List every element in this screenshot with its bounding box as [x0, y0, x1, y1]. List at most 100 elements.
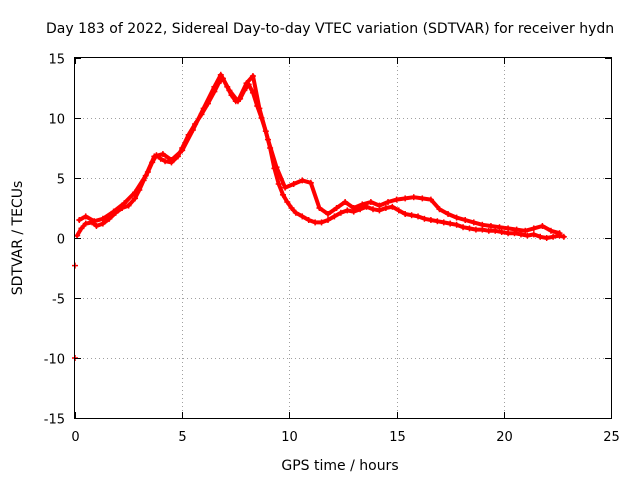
x-tick-label: 15 — [389, 430, 406, 445]
series-secondary-track — [76, 71, 563, 237]
data-point — [264, 136, 271, 143]
data-point — [249, 73, 256, 79]
y-tick-label: 5 — [57, 173, 65, 188]
data-point — [331, 213, 338, 220]
data-point — [370, 206, 377, 213]
data-point — [288, 205, 295, 211]
data-point — [350, 205, 357, 211]
series-line — [75, 76, 566, 240]
y-tick-label: 15 — [48, 53, 65, 68]
data-point — [496, 224, 503, 231]
y-tick-label: 10 — [48, 113, 65, 128]
data-point — [359, 201, 366, 208]
data-point — [498, 229, 505, 235]
data-point — [485, 227, 492, 234]
data-point — [385, 199, 392, 205]
x-tick-label: 25 — [603, 430, 620, 445]
data-point — [376, 202, 383, 209]
data-point — [547, 227, 554, 234]
data-point — [151, 153, 158, 160]
data-point — [159, 151, 166, 157]
data-point — [284, 199, 291, 205]
data-point — [82, 213, 89, 220]
data-point — [342, 199, 349, 205]
y-axis-label: SDTVAR / TECUs — [10, 181, 26, 296]
data-point — [78, 225, 85, 232]
data-point — [226, 87, 233, 94]
data-point — [299, 213, 306, 220]
data-point — [157, 155, 164, 162]
data-point — [466, 225, 473, 232]
data-point — [292, 209, 299, 216]
y-tick-label: 0 — [57, 233, 65, 248]
data-point — [279, 191, 286, 198]
data-point — [290, 181, 297, 187]
data-point — [513, 226, 520, 233]
data-point — [234, 98, 241, 105]
data-point — [305, 217, 312, 223]
data-point — [189, 127, 196, 133]
data-point — [395, 207, 402, 214]
data-point — [434, 218, 441, 225]
data-point — [408, 212, 415, 219]
data-point — [74, 232, 81, 239]
series-main-track — [74, 75, 567, 241]
data-point — [427, 217, 434, 223]
data-point — [217, 71, 224, 78]
data-point — [243, 80, 250, 87]
data-point — [91, 218, 98, 225]
y-tick-label: -10 — [44, 353, 65, 368]
data-point — [550, 233, 557, 240]
x-tick-label: 5 — [178, 430, 186, 445]
x-axis-label: GPS time / hours — [281, 458, 398, 474]
data-point — [76, 217, 83, 223]
data-point — [505, 225, 512, 232]
data-point — [453, 214, 460, 221]
x-tick-label: 20 — [496, 430, 513, 445]
data-point — [344, 207, 351, 214]
data-point — [324, 217, 331, 223]
data-point — [479, 221, 486, 228]
tick-labels: 0 5 10 15 20 25 -15 -10 -5 0 5 10 15 — [44, 53, 620, 446]
data-point — [537, 233, 544, 240]
data-point — [367, 199, 374, 205]
data-point — [318, 219, 325, 226]
data-point — [337, 209, 344, 216]
data-point — [82, 220, 89, 227]
data-point — [560, 233, 567, 240]
data-point — [402, 195, 409, 202]
data-point — [299, 177, 306, 184]
data-point — [142, 172, 149, 179]
data-point — [162, 158, 169, 165]
data-point — [410, 194, 417, 201]
data-point — [273, 164, 280, 171]
x-tick-label: 10 — [281, 430, 298, 445]
data-point — [472, 226, 479, 233]
data-point — [99, 215, 106, 222]
data-series — [72, 71, 567, 361]
data-point — [382, 205, 389, 211]
data-point — [402, 211, 409, 217]
data-point — [415, 213, 422, 220]
data-point — [419, 195, 426, 202]
data-point — [524, 232, 531, 239]
data-point — [445, 211, 452, 217]
data-point — [256, 105, 263, 112]
axis-ticks — [75, 58, 612, 419]
y-tick-label: -15 — [44, 413, 65, 428]
y-tick-label: -5 — [52, 293, 65, 308]
data-point — [333, 205, 340, 211]
x-tick-label: 0 — [71, 430, 79, 445]
data-point — [492, 227, 499, 234]
data-point — [312, 219, 319, 226]
data-point — [389, 203, 396, 210]
data-point — [556, 230, 563, 237]
data-point — [517, 231, 524, 238]
data-point — [110, 208, 117, 215]
data-point — [421, 215, 428, 222]
data-point — [93, 223, 100, 229]
data-point — [436, 206, 443, 213]
data-point — [543, 235, 550, 241]
data-point — [168, 157, 175, 163]
